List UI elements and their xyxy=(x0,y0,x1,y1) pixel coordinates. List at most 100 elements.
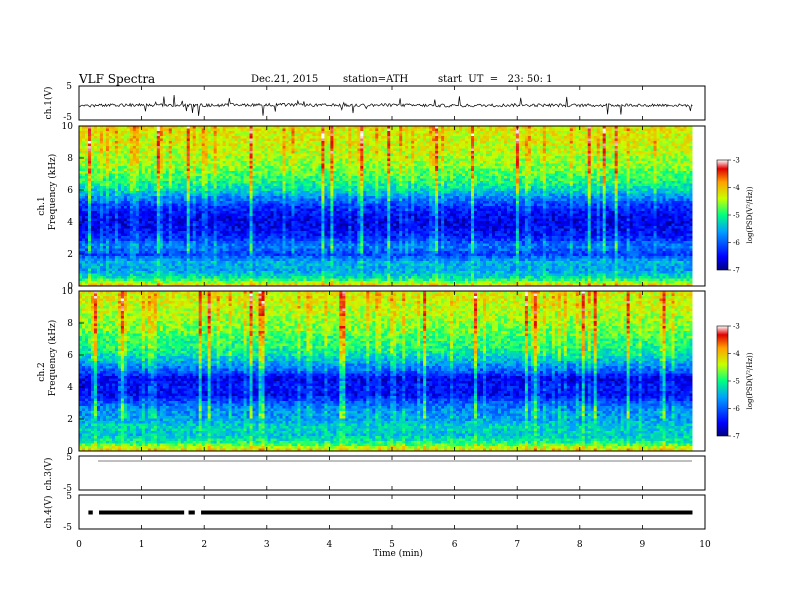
spectrogram-cell xyxy=(369,139,372,142)
spectrogram-cell xyxy=(303,151,306,154)
spectrogram-cell xyxy=(678,139,681,142)
spectrogram-cell xyxy=(642,156,645,159)
spectrogram-cell xyxy=(408,139,411,142)
spectrogram-cell xyxy=(309,141,312,144)
spectrogram-cell xyxy=(375,134,378,137)
spectrogram-cell xyxy=(372,129,375,132)
spectrogram-cell xyxy=(285,159,288,162)
spectrogram-cell xyxy=(253,151,256,154)
spectrogram-cell xyxy=(633,144,636,147)
spectrogram-cell xyxy=(226,131,229,134)
spectrogram-cell xyxy=(686,146,689,149)
spectrogram-cell xyxy=(525,154,528,157)
spectrogram-cell xyxy=(208,129,211,132)
spectrogram-cell xyxy=(624,146,627,149)
spectrogram-cell xyxy=(666,141,669,144)
spectrogram-cell xyxy=(247,134,250,137)
spectrogram-cell xyxy=(561,131,564,134)
spectrogram-cell xyxy=(241,141,244,144)
spectrogram-cell xyxy=(342,149,345,152)
spectrogram-cell xyxy=(187,151,190,154)
spectrogram-cell xyxy=(85,136,88,139)
spectrogram-cell xyxy=(408,144,411,147)
spectrogram-cell xyxy=(540,141,543,144)
spectrogram-cell xyxy=(112,149,115,152)
spectrogram-cell xyxy=(525,129,528,132)
spectrogram-cell xyxy=(456,141,459,144)
spectrogram-cell xyxy=(354,139,357,142)
spectrogram-cell xyxy=(226,156,229,159)
spectrogram-cell xyxy=(402,129,405,132)
spectrogram-cell xyxy=(226,139,229,142)
spectrogram-cell xyxy=(642,151,645,154)
spectrogram-cell xyxy=(238,134,241,137)
spectrogram-cell xyxy=(169,134,172,137)
spectrogram-cell xyxy=(312,136,315,139)
spectrogram-cell xyxy=(312,139,315,142)
spectrogram-cell xyxy=(686,141,689,144)
spectrogram-cell xyxy=(570,141,573,144)
spectrogram-cell xyxy=(669,149,672,152)
spectrogram-cell xyxy=(402,151,405,154)
spectrogram-cell xyxy=(492,131,495,134)
spectrogram-cell xyxy=(689,146,692,149)
spectrogram-cell xyxy=(375,139,378,142)
spectrogram-cell xyxy=(639,141,642,144)
spectrogram-cell xyxy=(145,159,148,162)
spectrogram-cell xyxy=(244,149,247,152)
spectrogram-cell xyxy=(474,129,477,132)
spectrogram-cell xyxy=(672,136,675,139)
spectrogram-cell xyxy=(354,159,357,162)
spectrogram-cell xyxy=(648,141,651,144)
spectrogram-cell xyxy=(91,131,94,134)
spectrogram-cell xyxy=(435,129,438,132)
spectrogram-cell xyxy=(516,159,519,162)
spectrogram-cell xyxy=(145,146,148,149)
spectrogram-cell xyxy=(139,159,142,162)
spectrogram-cell xyxy=(558,131,561,134)
spectrogram-cell xyxy=(288,134,291,137)
spectrogram-cell xyxy=(630,156,633,159)
spectrogram-cell xyxy=(462,131,465,134)
spectrogram-cell xyxy=(342,159,345,162)
spectrogram-cell xyxy=(199,159,202,162)
spectrogram-cell xyxy=(357,159,360,162)
spectrogram-cell xyxy=(579,129,582,132)
spectrogram-cell xyxy=(405,144,408,147)
spectrogram-cell xyxy=(157,156,160,159)
spectrogram-cell xyxy=(106,141,109,144)
spectrogram-cell xyxy=(187,149,190,152)
spectrogram-cell xyxy=(223,136,226,139)
spectrogram-cell xyxy=(477,149,480,152)
spectrogram-cell xyxy=(576,151,579,154)
spectrogram-cell xyxy=(79,146,82,149)
spectrogram-cell xyxy=(148,134,151,137)
spectrogram-cell xyxy=(280,154,283,157)
spectrogram-cell xyxy=(262,151,265,154)
spectrogram-cell xyxy=(130,146,133,149)
spectrogram-cell xyxy=(393,159,396,162)
spectrogram-cell xyxy=(163,154,166,157)
spectrogram-cell xyxy=(468,134,471,137)
spectrogram-cell xyxy=(330,139,333,142)
spectrogram-cell xyxy=(333,156,336,159)
spectrogram-cell xyxy=(432,141,435,144)
spectrogram-cell xyxy=(411,131,414,134)
spectrogram-cell xyxy=(492,146,495,149)
spectrogram-cell xyxy=(477,146,480,149)
spectrogram-cell xyxy=(112,129,115,132)
spectrogram-cell xyxy=(525,139,528,142)
spectrogram-cell xyxy=(172,134,175,137)
spectrogram-cell xyxy=(360,139,363,142)
spectrogram-cell xyxy=(483,149,486,152)
spectrogram-cell xyxy=(522,159,525,162)
spectrogram-cell xyxy=(417,149,420,152)
spectrogram-cell xyxy=(157,146,160,149)
spectrogram-cell xyxy=(79,141,82,144)
spectrogram-cell xyxy=(591,129,594,132)
spectrogram-cell xyxy=(513,154,516,157)
spectrogram-cell xyxy=(402,146,405,149)
spectrogram-cell xyxy=(492,136,495,139)
spectrogram-cell xyxy=(492,134,495,137)
spectrogram-cell xyxy=(214,151,217,154)
